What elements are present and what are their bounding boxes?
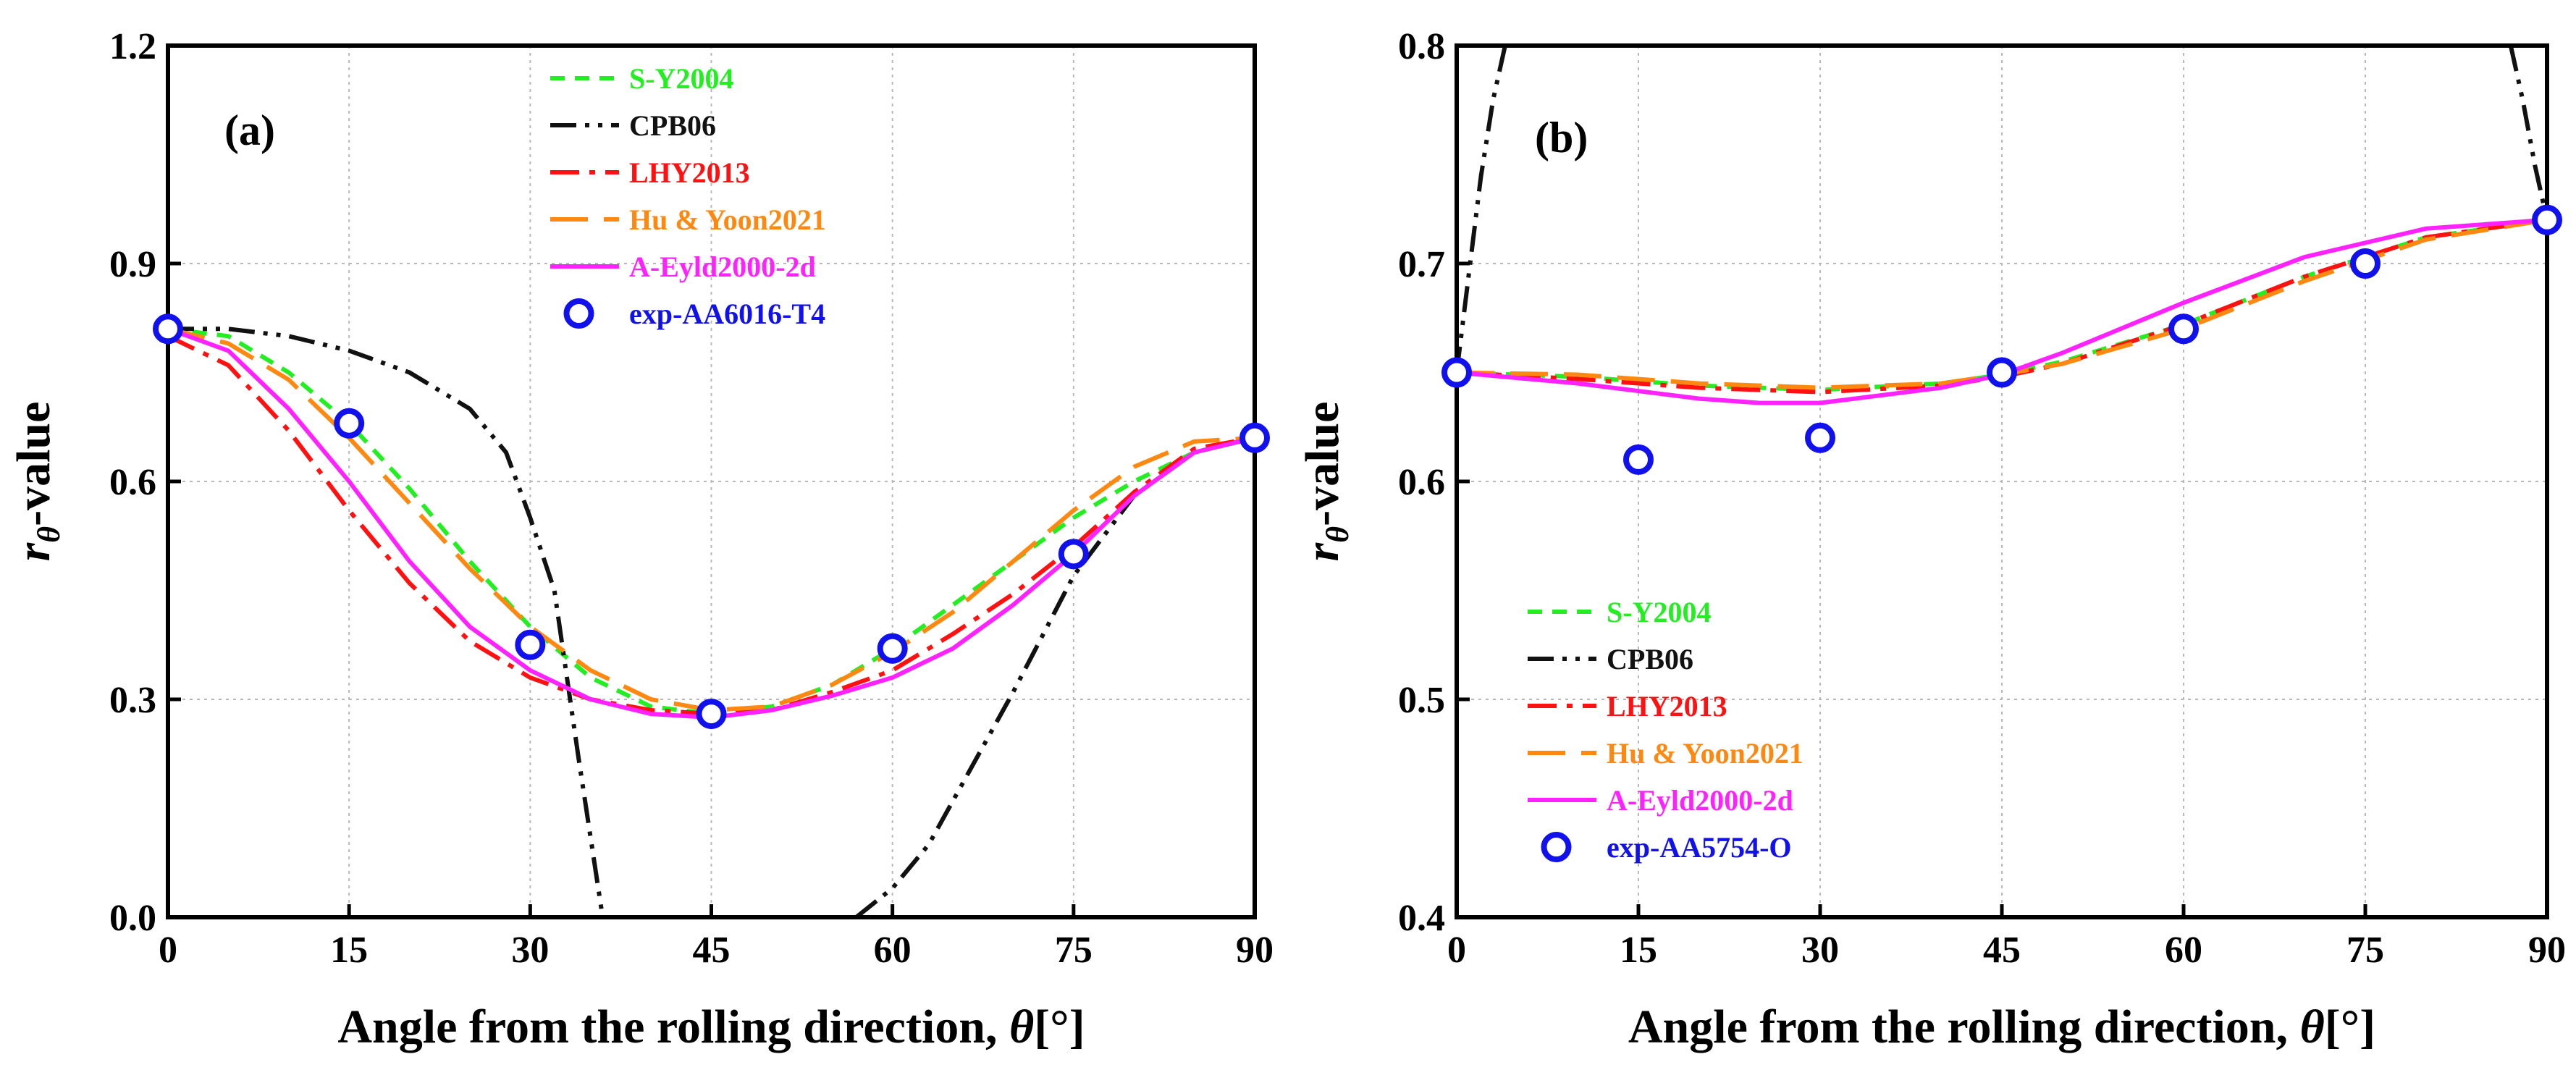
x-axis-label: Angle from the rolling direction, θ[°]	[337, 1001, 1085, 1053]
panel-b: 0 15 30 45 60 75 90 0.4 0.5 0.6 0.7 0.8 Angle from t…	[1296, 26, 2566, 1053]
y-tick-label: 0.9	[109, 244, 156, 285]
panel-label: (b)	[1535, 114, 1588, 161]
x-tick-label: 30	[511, 930, 549, 971]
y-tick-label: 0.8	[1398, 26, 1445, 67]
x-tick-label: 0	[159, 930, 177, 971]
x-tick-label: 30	[1801, 930, 1839, 971]
legend-entry-label: exp-AA6016-T4	[629, 298, 825, 330]
x-tick-label: 90	[2528, 930, 2566, 971]
x-tick-label: 75	[1055, 930, 1093, 971]
series-line-cpb06-branch	[2508, 46, 2547, 221]
data-point	[1805, 422, 1835, 453]
data-point	[1623, 444, 1654, 475]
y-tick-label: 0.5	[1398, 680, 1445, 721]
data-point	[2168, 313, 2199, 345]
x-axis-label: Angle from the rolling direction, θ[°]	[1628, 1001, 2375, 1053]
x-tick-label: 60	[2165, 930, 2202, 971]
y-tick-label: 0.7	[1398, 244, 1445, 285]
y-tick-label: 0.4	[1398, 898, 1445, 939]
legend-entry-label: Hu & Yoon2021	[629, 203, 826, 236]
x-tick-label: 90	[1236, 930, 1274, 971]
series-line-lhy2013	[1457, 217, 2547, 395]
y-tick-label: 0.0	[109, 898, 156, 939]
y-tick-label: 1.2	[109, 26, 156, 67]
x-tick-label: 45	[1983, 930, 2021, 971]
legend-entry-label: CPB06	[629, 109, 716, 142]
y-tick-label: 0.6	[109, 462, 156, 503]
data-point	[696, 699, 727, 730]
data-point	[1987, 357, 2017, 388]
data-point	[2350, 248, 2381, 279]
legend-swatch-marker	[563, 298, 594, 329]
data-point	[1441, 357, 1472, 388]
data-point	[1239, 422, 1270, 453]
y-axis-label: rθ-value	[7, 402, 67, 562]
series-line-cpb06-branch	[854, 435, 1255, 917]
legend-entry-label: exp-AA5754-O	[1607, 831, 1792, 864]
data-point	[334, 408, 365, 439]
legend-entry-label: CPB06	[1607, 643, 1693, 675]
legend-entry-label: S-Y2004	[629, 62, 733, 95]
legend-entry-label: A-Eyld2000-2d	[1607, 784, 1793, 817]
legend-entry-label: LHY2013	[629, 156, 750, 189]
legend-entry-label: S-Y2004	[1607, 596, 1711, 628]
legend-entry-label: Hu & Yoon2021	[1607, 737, 1803, 770]
data-point	[153, 313, 183, 345]
x-tick-label: 0	[1447, 930, 1466, 971]
data-point	[515, 629, 546, 660]
legend-entry-label: A-Eyld2000-2d	[629, 250, 816, 283]
legend-swatch-marker	[1541, 832, 1572, 862]
x-tick-label: 15	[330, 930, 368, 971]
y-tick-label: 0.3	[109, 680, 156, 721]
panel-label: (a)	[224, 106, 275, 154]
panel-a: 0 15 30 45 60 75 90 0.0 0.3 0.6 0.9 1.2 Angle from t…	[7, 26, 1274, 1053]
series-line-a-eyld2000-2d	[1457, 217, 2547, 405]
x-tick-label: 45	[693, 930, 731, 971]
x-tick-label: 75	[2346, 930, 2384, 971]
plot-area	[1457, 46, 2547, 405]
y-tick-label: 0.6	[1398, 462, 1445, 503]
legend: S-Y2004 CPB06 LHY2013 Hu & Yoon2021 A-Eyld20…	[550, 62, 826, 330]
x-tick-label: 60	[874, 930, 912, 971]
series-line-cpb06	[1457, 46, 1507, 373]
data-point	[877, 633, 908, 664]
series-line-cpb06	[168, 327, 605, 917]
data-point	[2532, 204, 2562, 235]
data-point	[1058, 539, 1089, 570]
y-axis-label: rθ-value	[1296, 402, 1355, 562]
legend-entry-label: LHY2013	[1607, 690, 1727, 723]
legend: S-Y2004 CPB06 LHY2013 Hu & Yoon2021 A-Eyld20…	[1528, 596, 1803, 864]
x-tick-label: 15	[1620, 930, 1657, 971]
